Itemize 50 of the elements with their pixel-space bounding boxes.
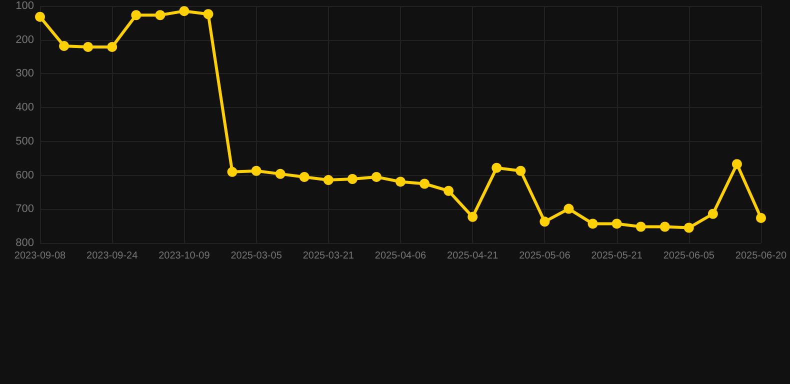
point bbox=[227, 166, 238, 177]
x-tick-label: 2025-04-06 bbox=[374, 250, 427, 262]
point bbox=[492, 162, 502, 173]
point bbox=[347, 174, 358, 184]
point bbox=[179, 6, 190, 16]
point bbox=[468, 212, 478, 222]
point bbox=[35, 12, 45, 22]
y-tick-label: 800 bbox=[16, 237, 34, 249]
y-tick-label: 300 bbox=[16, 68, 34, 80]
point bbox=[420, 178, 430, 189]
x-tick-label: 2025-05-21 bbox=[591, 250, 643, 262]
point bbox=[131, 10, 142, 20]
y-tick-label: 700 bbox=[16, 203, 34, 216]
point bbox=[444, 186, 454, 196]
x-tick-label: 2025-03-05 bbox=[230, 250, 282, 262]
point bbox=[275, 168, 286, 179]
y-tick-label: 400 bbox=[16, 102, 34, 114]
point bbox=[251, 166, 262, 176]
point bbox=[540, 216, 550, 227]
point bbox=[107, 42, 118, 52]
x-tick-label: 2023-09-24 bbox=[86, 250, 138, 262]
point bbox=[588, 218, 598, 229]
x-tick-label: 2023-09-08 bbox=[14, 250, 66, 262]
point bbox=[323, 175, 334, 186]
x-tick-label: 2025-05-06 bbox=[519, 250, 571, 262]
y-tick-label: 100 bbox=[16, 0, 34, 12]
point bbox=[612, 218, 622, 229]
y-tick-label: 500 bbox=[16, 135, 34, 148]
x-tick-label: 2025-04-21 bbox=[447, 250, 499, 262]
point bbox=[708, 208, 718, 219]
point bbox=[299, 172, 310, 182]
y-tick-label: 200 bbox=[16, 34, 34, 46]
point bbox=[756, 212, 766, 223]
point bbox=[564, 204, 574, 214]
point bbox=[660, 222, 670, 232]
point bbox=[732, 159, 742, 170]
point bbox=[396, 176, 406, 187]
x-tick-label: 2025-06-20 bbox=[735, 250, 788, 262]
point bbox=[155, 10, 166, 20]
x-tick-label: 2025-06-05 bbox=[663, 250, 715, 262]
point bbox=[83, 42, 94, 52]
x-tick-label: 2023-10-09 bbox=[158, 250, 210, 262]
y-tick-label: 600 bbox=[16, 169, 34, 182]
point bbox=[203, 9, 214, 20]
point bbox=[516, 166, 526, 176]
x-tick-label: 2025-03-21 bbox=[302, 250, 354, 262]
point bbox=[371, 172, 382, 182]
point bbox=[684, 222, 694, 233]
point bbox=[59, 40, 70, 51]
point bbox=[636, 222, 646, 232]
